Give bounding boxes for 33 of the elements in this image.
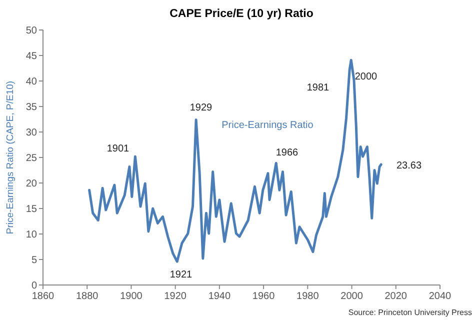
y-tick-label: 25	[26, 153, 38, 164]
y-tick-label: 5	[31, 255, 38, 266]
x-tick-label: 1880	[76, 291, 99, 302]
y-tick-label: 40	[26, 76, 38, 88]
annotation: 2000	[354, 72, 378, 82]
y-tick-label: 35	[26, 102, 38, 113]
x-tick-label: 1920	[164, 291, 187, 302]
annotation: 1966	[276, 148, 299, 158]
annotation: 1929	[190, 102, 213, 114]
x-tick-label: 2040	[428, 291, 452, 302]
x-tick-label: 1860	[32, 291, 55, 302]
y-tick-label: 15	[26, 204, 38, 215]
x-tick-label: 1980	[296, 291, 320, 302]
chart-title: CAPE Price/E (10 yr) Ratio	[170, 8, 314, 20]
source-note: Source: Princeton University Press	[348, 308, 472, 317]
x-tick-label: 1940	[208, 291, 232, 302]
annotation: 1921	[170, 270, 193, 280]
line-series	[88, 58, 382, 263]
annotation: 1901	[106, 144, 130, 154]
y-tick-label: 50	[26, 26, 38, 36]
text: Price-Earnings Ratio	[222, 120, 314, 131]
y-tick-label: 30	[26, 128, 38, 138]
annotation: 1981	[306, 82, 330, 94]
y-axis-title: Price-Earnings Ratio (CAPE, P/E10)	[5, 80, 16, 234]
y-tick-label: 0	[31, 280, 38, 292]
x-tick-label: 1960	[252, 291, 276, 302]
y-tick-label: 45	[26, 51, 38, 62]
x-tick-label: 2000	[340, 291, 364, 302]
x-tick-label: 1900	[120, 291, 143, 302]
y-tick-label: 10	[26, 230, 38, 240]
annotation: 23.63	[396, 160, 422, 172]
x-tick-label: 2020	[384, 291, 408, 302]
y-tick-label: 20	[26, 178, 38, 190]
